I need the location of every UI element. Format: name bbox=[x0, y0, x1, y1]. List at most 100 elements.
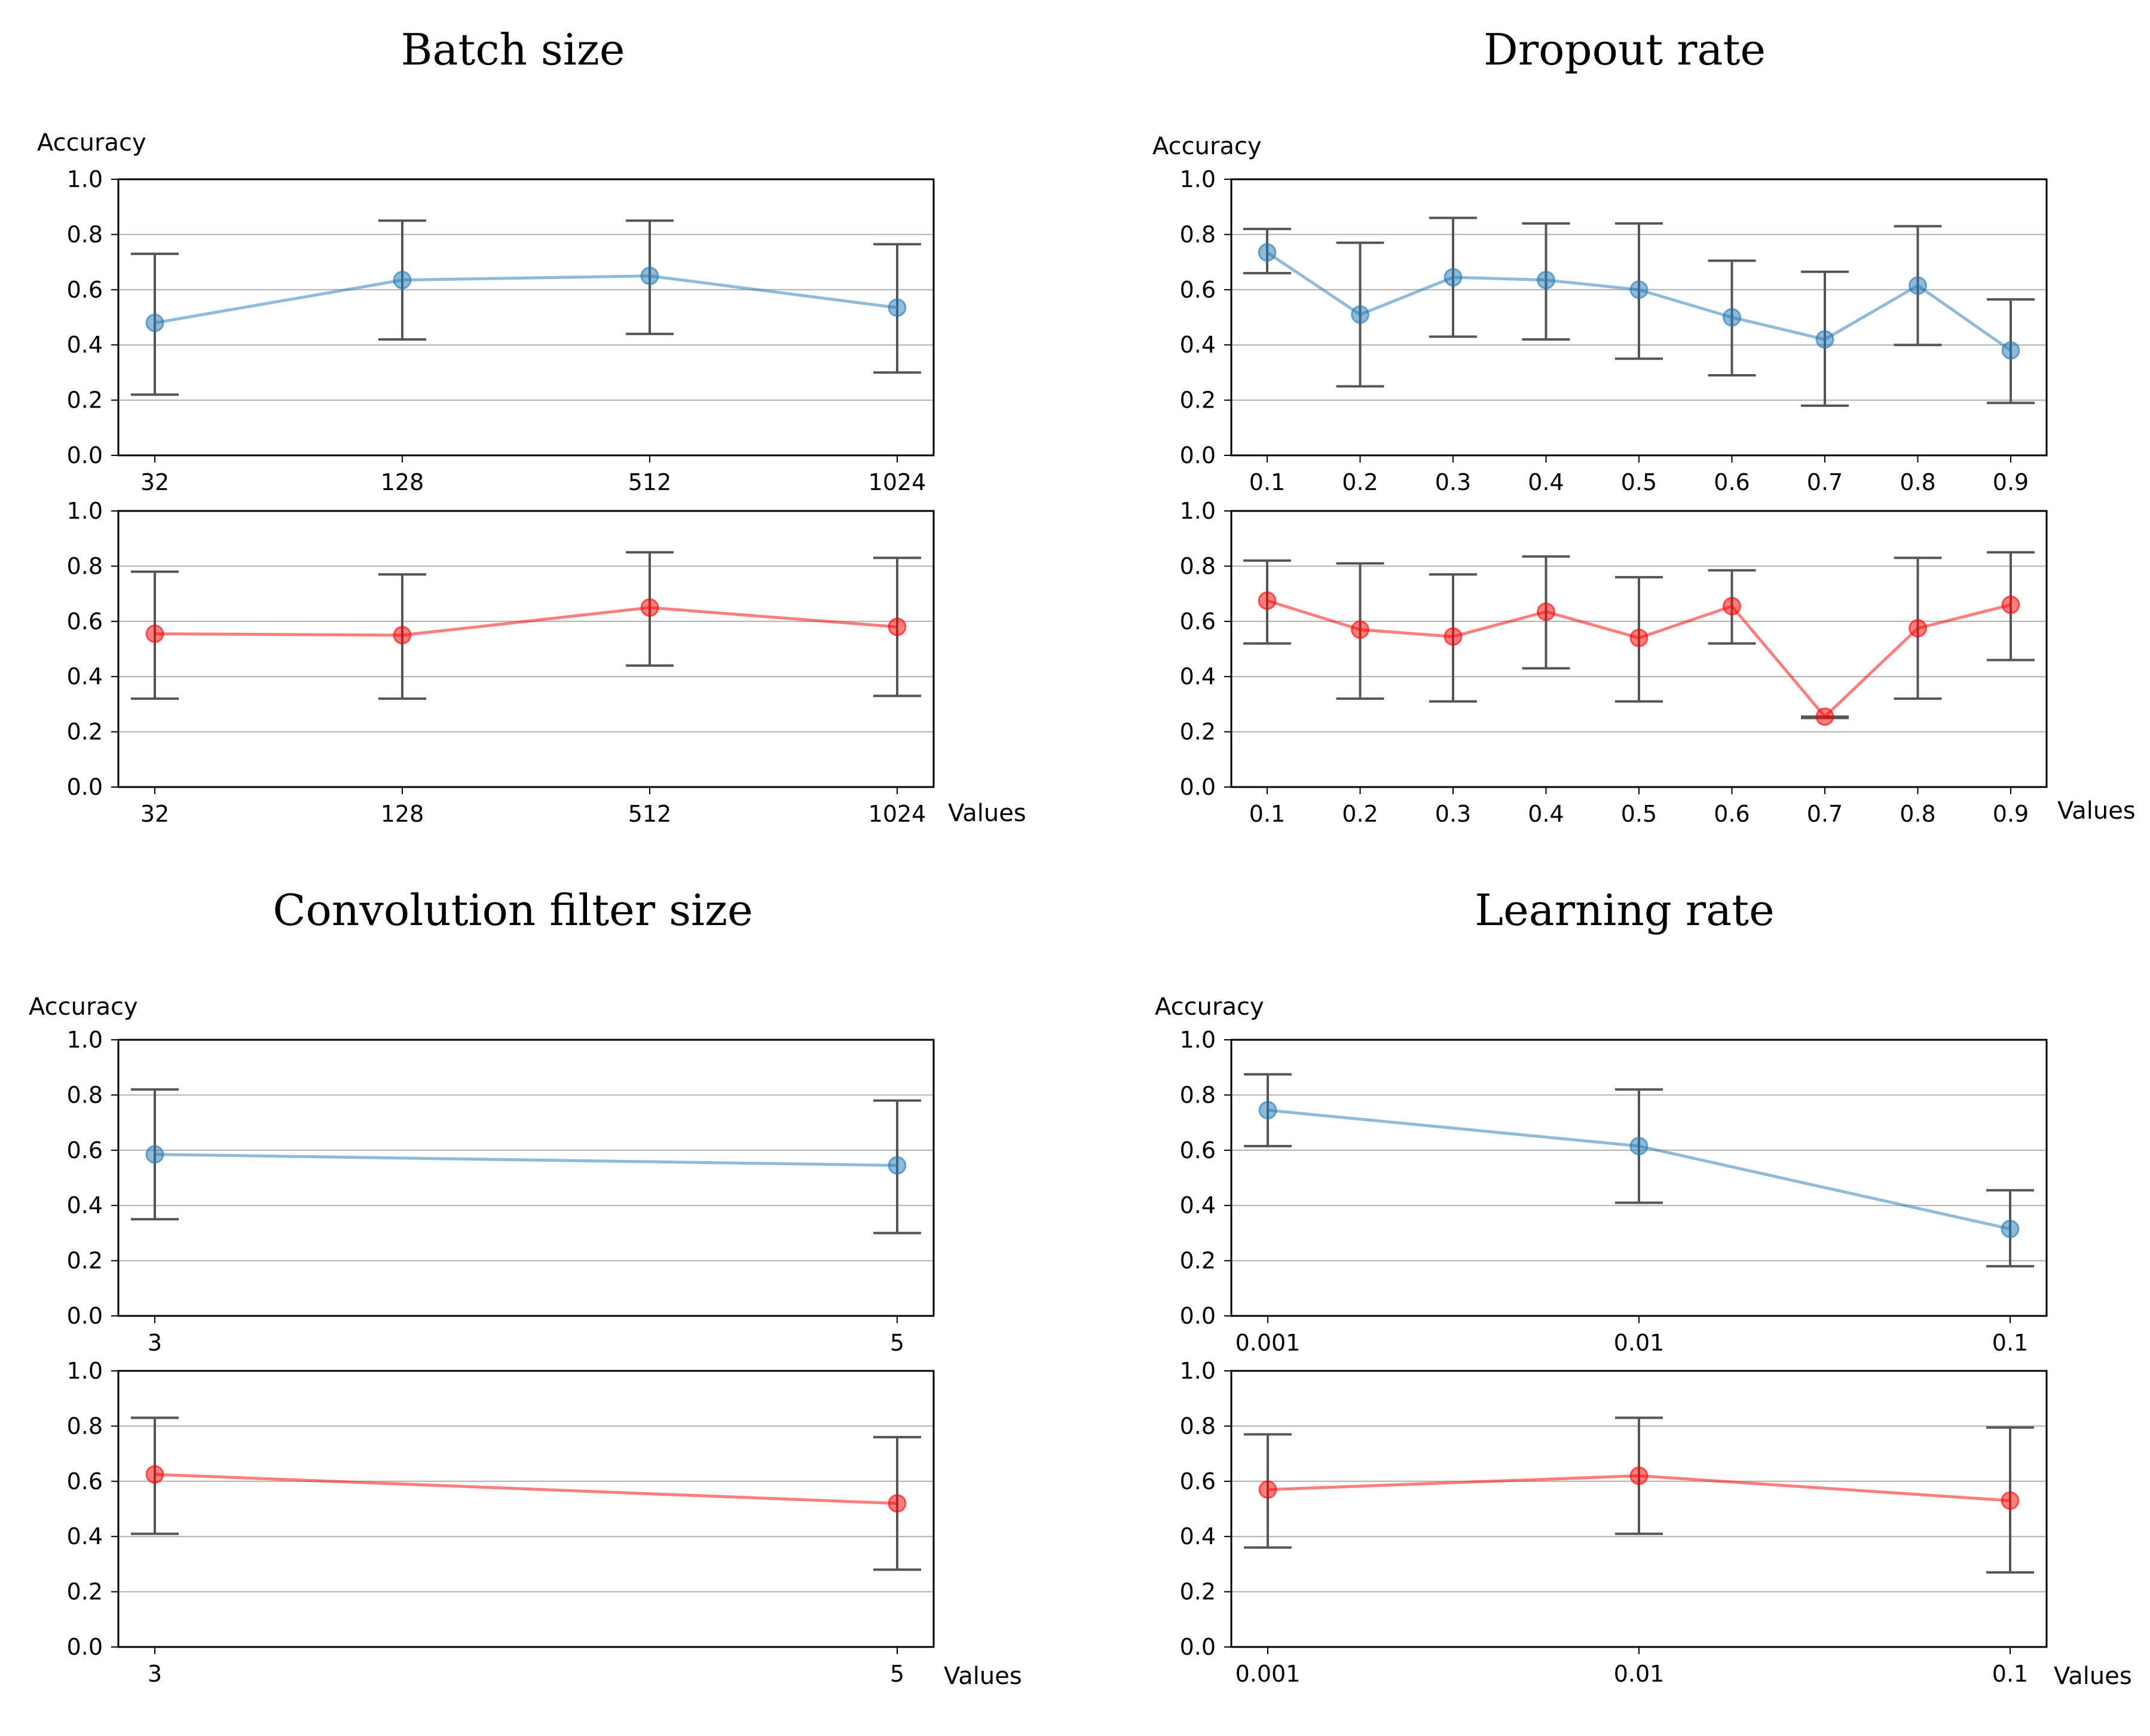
dropout-rate-red-panel: 0.0 0.2 0.4 0.6 0.8 1.0 0.1 0.2 0.3 0.4 0.5 0.6 0.7 0… bbox=[1180, 498, 2048, 827]
data-point bbox=[1629, 629, 1649, 648]
y-tick-label: 0.0 bbox=[1180, 1634, 1216, 1660]
x-tick-label: 0.7 bbox=[1807, 801, 1843, 827]
y-tick-label: 0.4 bbox=[67, 1192, 103, 1218]
data-point bbox=[393, 271, 412, 290]
data-point bbox=[1258, 1480, 1277, 1499]
learning-rate-red-panel: 0.0 0.2 0.4 0.6 0.8 1.0 0.001 0.01 0.1 bbox=[1180, 1358, 2048, 1687]
x-tick-label: 128 bbox=[381, 801, 424, 827]
y-tick-label: 1.0 bbox=[67, 1358, 103, 1384]
y-tick-label: 0.4 bbox=[1180, 1192, 1216, 1218]
y-tick-label: 0.2 bbox=[1180, 387, 1216, 414]
y-tick-label: 0.8 bbox=[67, 1413, 103, 1439]
y-tick-label: 0.2 bbox=[1180, 1248, 1216, 1274]
y-tick-label: 0.2 bbox=[67, 1579, 103, 1605]
data-point bbox=[640, 267, 659, 286]
y-tick-label: 0.6 bbox=[67, 608, 103, 635]
x-tick-label: 0.2 bbox=[1342, 801, 1378, 827]
data-point bbox=[1815, 707, 1834, 726]
data-point bbox=[393, 626, 412, 645]
x-tick-label: 0.4 bbox=[1528, 469, 1564, 495]
y-tick-label: 0.0 bbox=[1180, 774, 1216, 800]
y-tick-label: 0.0 bbox=[67, 442, 103, 469]
data-point bbox=[145, 1465, 164, 1484]
data-point bbox=[1815, 330, 1834, 349]
data-point bbox=[888, 617, 907, 636]
x-tick-label: 5 bbox=[890, 1661, 904, 1687]
data-point bbox=[1537, 602, 1555, 621]
x-tick-label: 0.9 bbox=[1993, 469, 2029, 495]
y-tick-label: 0.0 bbox=[67, 1303, 103, 1329]
y-tick-label: 1.0 bbox=[1180, 1027, 1216, 1053]
data-point bbox=[640, 598, 659, 617]
y-tick-label: 0.6 bbox=[1180, 1137, 1216, 1164]
x-tick-label: 0.9 bbox=[1993, 801, 2029, 827]
y-tick-label: 0.0 bbox=[67, 774, 103, 800]
x-tick-label: 0.8 bbox=[1900, 801, 1935, 827]
y-tick-label: 0.8 bbox=[67, 1082, 103, 1108]
y-tick-label: 1.0 bbox=[1180, 498, 1216, 524]
y-tick-label: 1.0 bbox=[1180, 1358, 1216, 1384]
y-tick-label: 0.4 bbox=[1180, 1523, 1216, 1550]
x-tick-label: 0.7 bbox=[1807, 469, 1843, 495]
batch-size-red-panel: 0.0 0.2 0.4 0.6 0.8 1.0 32 128 512 1024 bbox=[67, 498, 935, 827]
data-point bbox=[2001, 595, 2020, 614]
data-point bbox=[1909, 619, 1927, 638]
x-tick-label: 32 bbox=[140, 801, 169, 827]
y-tick-label: 1.0 bbox=[67, 498, 103, 524]
accuracy-label-learning-rate: Accuracy bbox=[1155, 993, 1264, 1021]
data-point bbox=[1537, 271, 1555, 290]
y-tick-label: 0.2 bbox=[1180, 719, 1216, 745]
y-tick-label: 0.8 bbox=[1180, 221, 1216, 247]
y-tick-label: 0.6 bbox=[67, 1468, 103, 1495]
x-tick-label: 0.2 bbox=[1342, 469, 1378, 495]
y-tick-label: 1.0 bbox=[67, 1027, 103, 1053]
learning-rate-blue-panel: 0.0 0.2 0.4 0.6 0.8 1.0 0.001 0.01 0.1 bbox=[1180, 1027, 2048, 1356]
data-point bbox=[1629, 1137, 1649, 1156]
x-tick-label: 0.8 bbox=[1900, 469, 1935, 495]
series-line bbox=[154, 606, 898, 637]
title-learning-rate: Learning rate bbox=[1475, 885, 1774, 935]
x-tick-label: 1024 bbox=[868, 801, 926, 827]
x-tick-label: 1024 bbox=[868, 469, 926, 495]
y-tick-label: 1.0 bbox=[67, 166, 103, 192]
x-tick-label: 128 bbox=[381, 469, 424, 495]
data-point bbox=[1723, 596, 1741, 616]
data-point bbox=[1258, 591, 1277, 610]
series-line bbox=[154, 274, 898, 324]
y-tick-label: 0.0 bbox=[1180, 1303, 1216, 1329]
data-point bbox=[1909, 276, 1927, 295]
y-tick-label: 0.4 bbox=[1180, 663, 1216, 690]
y-tick-label: 0.2 bbox=[67, 387, 103, 414]
x-tick-label: 3 bbox=[148, 1661, 162, 1687]
x-tick-label: 0.01 bbox=[1614, 1661, 1665, 1687]
accuracy-label-batch-size: Accuracy bbox=[37, 129, 146, 157]
x-tick-label: 0.4 bbox=[1528, 801, 1564, 827]
data-point bbox=[1629, 280, 1649, 299]
data-point bbox=[888, 298, 907, 317]
data-point bbox=[2001, 1219, 2020, 1238]
y-tick-label: 0.8 bbox=[67, 221, 103, 247]
data-point bbox=[1258, 243, 1277, 262]
values-label-dropout-rate: Values bbox=[2057, 797, 2136, 825]
data-point bbox=[888, 1156, 907, 1175]
series-line bbox=[154, 1472, 898, 1505]
data-point bbox=[1443, 268, 1463, 287]
accuracy-label-dropout-rate: Accuracy bbox=[1152, 133, 1262, 160]
y-tick-label: 1.0 bbox=[1180, 166, 1216, 192]
data-point bbox=[2001, 341, 2020, 360]
y-tick-label: 0.6 bbox=[1180, 277, 1216, 303]
x-tick-label: 0.3 bbox=[1435, 469, 1471, 495]
title-dropout-rate: Dropout rate bbox=[1484, 25, 1766, 75]
x-tick-label: 0.001 bbox=[1235, 1330, 1301, 1356]
title-batch-size: Batch size bbox=[401, 25, 625, 75]
axes-frame bbox=[117, 178, 935, 457]
y-tick-label: 0.2 bbox=[67, 719, 103, 745]
y-tick-label: 0.8 bbox=[1180, 553, 1216, 579]
axes-frame bbox=[1230, 178, 2048, 457]
data-point bbox=[2001, 1491, 2020, 1510]
x-tick-label: 5 bbox=[890, 1330, 904, 1356]
values-label-learning-rate: Values bbox=[2054, 1662, 2132, 1690]
conv-filter-size-red-panel: 0.0 0.2 0.4 0.6 0.8 1.0 3 5 bbox=[67, 1358, 935, 1687]
data-point bbox=[1629, 1466, 1649, 1486]
